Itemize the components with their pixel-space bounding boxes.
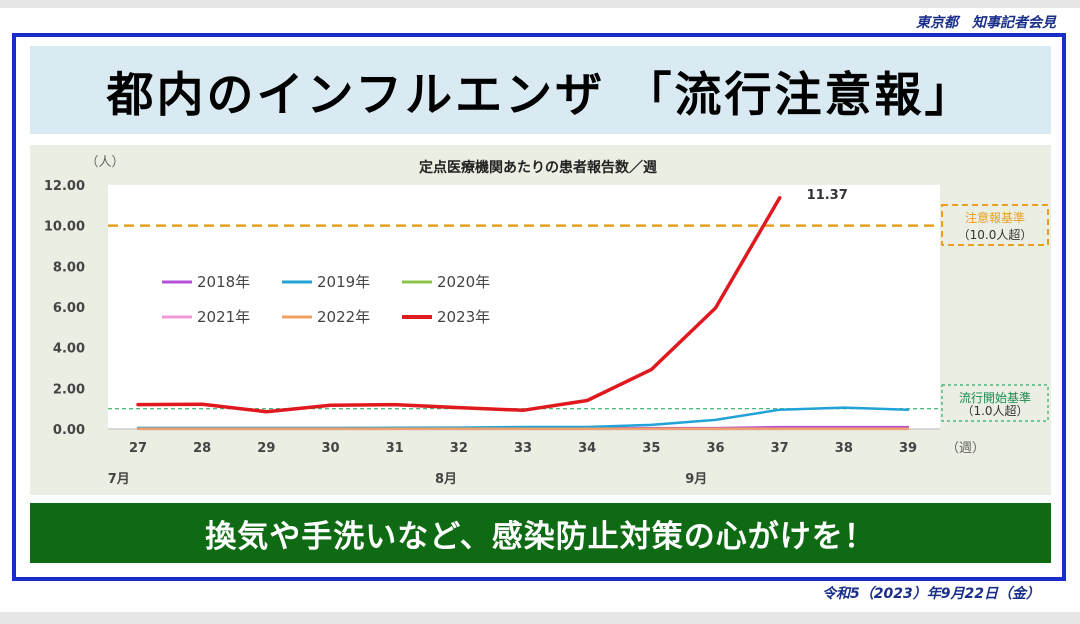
x-tick-label: 37 [771,441,789,456]
source-caption: 東京都 知事記者会見 [916,15,1056,31]
advice-banner: 換気や手洗いなど、感染防止対策の心がけを！ [30,503,1051,563]
threshold-label: 流行開始基準 [959,390,1031,405]
slide-title: 都内のインフルエンザ 「流行注意報」 [106,67,975,123]
x-tick-label: 30 [321,441,339,456]
legend-label: 2018年 [197,273,250,291]
legend-label: 2021年 [197,308,250,326]
legend-label: 2023年 [437,308,490,326]
threshold-box [941,384,1049,422]
threshold-sublabel: （10.0人超） [958,227,1033,242]
top-strip [0,0,1080,8]
threshold-label: 注意報基準 [965,210,1025,225]
series-line [136,196,782,414]
x-tick-label: 29 [257,441,275,456]
month-label: 9月 [685,472,707,487]
y-tick-label: 4.00 [53,342,85,357]
month-label: 7月 [108,472,130,487]
y-unit-label: （人） [85,155,124,170]
threshold-box [941,204,1049,246]
x-tick-label: 35 [642,441,660,456]
chart-panel: 定点医療機関あたりの患者報告数／週 （人） 0.00 2.00 4.00 6.00 8.00… [30,145,1051,495]
x-tick-label: 33 [514,441,532,456]
x-tick-label: 27 [129,441,147,456]
y-tick-label: 0.00 [53,423,85,438]
line-chart: 定点医療機関あたりの患者報告数／週 （人） 0.00 2.00 4.00 6.00 8.00… [44,155,1049,487]
y-tick-label: 10.00 [44,220,85,235]
y-tick-label: 6.00 [53,301,85,316]
plot-area [108,185,940,429]
y-tick-label: 12.00 [44,179,85,194]
legend-label: 2019年 [317,273,370,291]
month-label: 8月 [435,472,457,487]
date-caption: 令和5（2023）年9月22日（金） [822,586,1040,602]
y-tick-label: 2.00 [53,382,85,397]
y-tick-label: 8.00 [53,260,85,275]
legend-label: 2022年 [317,308,370,326]
x-tick-label: 28 [193,441,211,456]
chart-title: 定点医療機関あたりの患者報告数／週 [419,159,657,176]
bottom-strip [0,612,1080,624]
x-unit-label: （週） [946,441,985,456]
legend-label: 2020年 [437,273,490,291]
x-tick-label: 31 [386,441,404,456]
x-tick-label: 39 [899,441,917,456]
x-tick-label: 34 [578,441,596,456]
data-label: 11.37 [807,188,848,203]
x-tick-label: 32 [450,441,468,456]
x-tick-label: 38 [835,441,853,456]
threshold-sublabel: （1.0人超） [961,403,1028,418]
title-band: 都内のインフルエンザ 「流行注意報」 [30,46,1051,134]
x-tick-label: 36 [706,441,724,456]
